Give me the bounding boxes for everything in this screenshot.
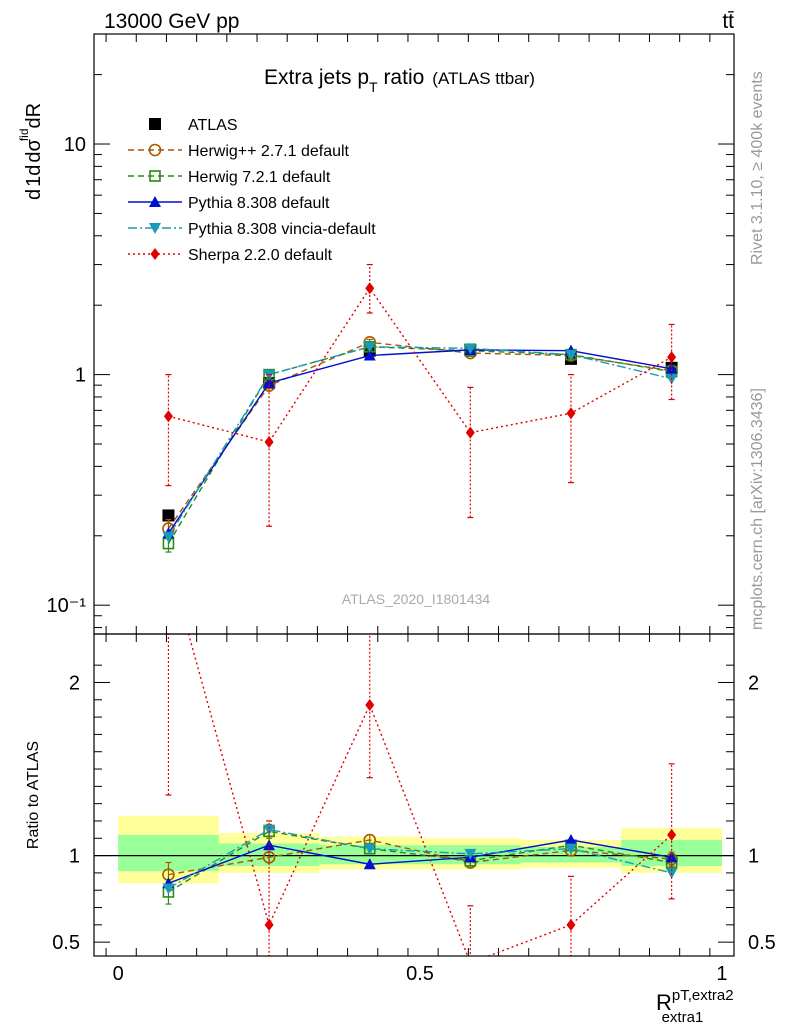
main-ytick-label: 10⁻¹: [47, 595, 87, 617]
main-point: [566, 407, 576, 420]
ratio-point: [564, 834, 577, 846]
main-point: [162, 531, 175, 543]
ratio-ytick-label-right: 2: [748, 672, 759, 694]
main-series: [162, 263, 678, 553]
legend-marker: [149, 118, 161, 130]
ratio-ytick-label-right: 0.5: [748, 932, 776, 954]
ratio-xlabel: RpT,extra2 extra1: [656, 987, 734, 1024]
main-ylabel: d1ddσfiddR: [17, 103, 45, 200]
ratio-ylabel: Ratio to ATLAS: [25, 741, 42, 849]
legend-item: ATLAS: [149, 117, 238, 134]
main-point: [162, 509, 175, 522]
legend-marker: [150, 248, 160, 260]
ratio-point: [162, 883, 175, 895]
chart-title: Extra jets pT ratio (ATLAS ttbar): [264, 66, 535, 95]
main-point: [564, 349, 577, 361]
main-series-2: [162, 341, 678, 553]
main-point: [667, 351, 677, 364]
ratio-series: [162, 555, 678, 969]
ratio-point: [564, 843, 577, 855]
analysis-label: ATLAS_2020_I1801434: [342, 591, 491, 607]
ratio-line: [187, 634, 673, 956]
legend: ATLAS Herwig++ 2.7.1 default Herwig 7.2.1 …: [128, 117, 376, 264]
main-point: [264, 436, 274, 449]
main-point: [365, 282, 375, 295]
legend-marker: [149, 196, 161, 207]
legend-label: Pythia 8.308 vincia-default: [188, 221, 376, 238]
process-label: tt̄: [722, 10, 734, 33]
ratio-ytick-label-left: 1: [69, 846, 80, 868]
ratio-point: [365, 698, 375, 711]
main-series-0: [162, 343, 678, 522]
ratio-bands: [94, 815, 734, 884]
ratio-line: [168, 828, 672, 890]
main-series-5: [163, 263, 677, 527]
mcplots-label: mcplots.cern.ch [arXiv:1306.3436]: [749, 388, 766, 630]
energy-label: 13000 GeV pp: [104, 10, 239, 33]
legend-label: Herwig++ 2.7.1 default: [188, 143, 350, 160]
ratio-point: [464, 848, 477, 860]
ratio-point: [566, 918, 576, 931]
legend-label: Sherpa 2.2.0 default: [188, 247, 333, 264]
xtick-label: 0: [113, 963, 124, 985]
ratio-point: [667, 828, 677, 841]
main-line: [167, 346, 672, 544]
ratio-point: [363, 843, 376, 855]
main-series-3: [162, 343, 678, 539]
ratio-line: [168, 830, 672, 893]
main-line: [167, 341, 672, 529]
main-ytick-label: 10: [64, 134, 86, 156]
main-point: [263, 376, 276, 388]
main-series-4: [162, 341, 678, 543]
main-point: [163, 410, 173, 423]
legend-label: Pythia 8.308 default: [188, 195, 330, 212]
ratio-ytick-label-right: 1: [748, 846, 759, 868]
legend-marker: [149, 170, 161, 182]
legend-item: Pythia 8.308 default: [128, 195, 330, 212]
main-point: [465, 426, 475, 439]
ratio-ytick-label-left: 0.5: [52, 932, 80, 954]
legend-item: Herwig 7.2.1 default: [128, 169, 331, 186]
ratio-ytick-label-left: 2: [69, 672, 80, 694]
axis-labels: 10⁻¹ 1 10 0.5 0.5 1 1 2 2 0 0.5 1: [47, 134, 776, 985]
ratio-point: [363, 858, 376, 870]
main-line: [167, 346, 672, 538]
main-line: [168, 286, 672, 443]
legend-marker: [148, 143, 162, 157]
legend-label: Herwig 7.2.1 default: [188, 169, 331, 186]
legend-label: ATLAS: [188, 117, 238, 134]
ratio-point: [263, 824, 276, 836]
main-point: [665, 362, 678, 374]
ratio-point: [466, 957, 475, 969]
main-line: [167, 349, 672, 534]
main-point: [464, 343, 477, 355]
ratio-frame: [93, 633, 735, 957]
xtick-label: 1: [716, 963, 727, 985]
ratio-series-4: [164, 555, 677, 969]
ratio-point: [665, 851, 678, 863]
legend-item: Sherpa 2.2.0 default: [128, 247, 333, 264]
main-point: [363, 341, 376, 353]
legend-item: Herwig++ 2.7.1 default: [128, 143, 350, 160]
xtick-label: 0.5: [406, 963, 434, 985]
legend-item: Pythia 8.308 vincia-default: [128, 221, 376, 238]
main-series-1: [162, 336, 678, 539]
ylabel-formula: d1ddσfiddR: [17, 103, 45, 200]
ratio-line: [168, 839, 672, 876]
main-ytick-label: 1: [75, 365, 86, 387]
ratio-point: [264, 918, 274, 931]
main-point: [363, 349, 376, 361]
axes: [94, 33, 734, 956]
rivet-version-label: Rivet 3.1.10, ≥ 400k events: [749, 71, 766, 265]
ratio-line: [168, 839, 672, 884]
frames: [93, 33, 735, 957]
legend-marker: [149, 223, 161, 234]
ratio-point: [164, 555, 173, 567]
